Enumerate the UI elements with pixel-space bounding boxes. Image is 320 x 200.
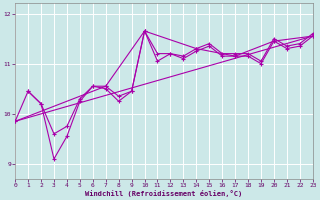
X-axis label: Windchill (Refroidissement éolien,°C): Windchill (Refroidissement éolien,°C): [85, 190, 243, 197]
